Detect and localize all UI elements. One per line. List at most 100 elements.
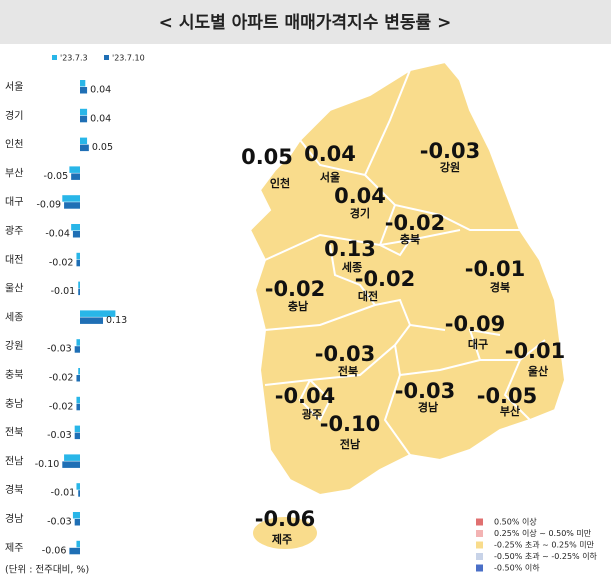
bar — [64, 202, 80, 209]
map-legend-label: -0.50% 이하 — [494, 563, 540, 573]
map-value: -0.02 — [355, 267, 416, 291]
category-label: 전북 — [5, 427, 23, 439]
bar — [80, 108, 88, 116]
map-value: -0.03 — [395, 379, 456, 403]
category-label: 세종 — [5, 311, 23, 323]
bar — [74, 432, 80, 440]
map-value: -0.05 — [477, 384, 538, 408]
category-label: 경남 — [5, 512, 23, 525]
map-region-name: 부산 — [500, 404, 520, 418]
category-label: 제주 — [5, 542, 23, 554]
bar — [69, 166, 80, 173]
map-legend-swatch — [476, 541, 483, 549]
category-label: 강원 — [5, 340, 23, 352]
map-borders — [264, 69, 546, 456]
bar — [78, 368, 80, 375]
value-label: 0.04 — [90, 85, 111, 96]
map-region-name: 충남 — [288, 299, 308, 313]
bar — [76, 540, 80, 548]
map-region-name: 대전 — [358, 289, 378, 303]
bar — [72, 231, 80, 238]
map-region-name: 충북 — [400, 232, 420, 246]
bar — [80, 115, 88, 123]
map-value: -0.10 — [320, 412, 381, 436]
map-value: 0.13 — [324, 237, 376, 261]
legend-label: '23.7.10 — [112, 54, 145, 63]
category-label: 대전 — [5, 254, 23, 266]
map-value: -0.06 — [255, 507, 316, 531]
bar — [71, 173, 80, 180]
category-label: 경북 — [5, 483, 23, 496]
map-legend-label: -0.25% 초과 ~ 0.25% 미만 — [494, 541, 595, 550]
category-label: 대구 — [5, 196, 23, 208]
value-label: -0.05 — [44, 171, 69, 182]
value-label: -0.02 — [49, 401, 74, 412]
value-label: 0.04 — [90, 113, 111, 124]
map-legend-label: -0.50% 초과 ~ -0.25% 이하 — [494, 551, 598, 561]
bar — [71, 224, 80, 231]
title-bar — [0, 0, 611, 44]
bar — [76, 375, 80, 382]
map-value: 0.05 — [241, 145, 293, 169]
bar — [76, 252, 80, 260]
map-legend-label: 0.50% 이상 — [494, 517, 537, 527]
note: (단위 : 전주대비, %) — [5, 564, 89, 576]
map-value: -0.03 — [315, 342, 376, 366]
map-region-name: 인천 — [270, 176, 290, 190]
map-region-name: 강원 — [440, 160, 460, 174]
value-label: 0.13 — [106, 315, 127, 326]
map-region-name: 전남 — [340, 437, 360, 451]
category-label: 경기 — [5, 109, 23, 122]
legend-swatch — [52, 55, 57, 60]
value-label: -0.03 — [47, 430, 72, 441]
value-label: -0.04 — [45, 229, 70, 240]
map-region-name: 경남 — [418, 400, 438, 414]
value-label: -0.01 — [51, 488, 76, 499]
bar — [80, 80, 86, 87]
category-label: 인천 — [5, 139, 23, 151]
map-region-name: 전북 — [338, 364, 358, 378]
category-label: 광주 — [5, 225, 23, 237]
bar — [80, 137, 88, 145]
bar — [80, 87, 88, 94]
category-label: 전남 — [5, 455, 23, 467]
map-region-name: 경북 — [490, 280, 510, 294]
category-label: 부산 — [5, 167, 23, 179]
bar — [80, 317, 104, 324]
map-value: -0.01 — [465, 257, 526, 281]
map-region-name: 세종 — [342, 260, 362, 274]
bar — [64, 454, 80, 461]
bar — [76, 403, 80, 411]
value-label: -0.10 — [35, 459, 60, 470]
map-region-name: 제주 — [272, 532, 292, 546]
map-value: -0.02 — [385, 211, 446, 235]
category-label: 울산 — [5, 283, 23, 295]
map-value: 0.04 — [304, 142, 356, 166]
map-value: -0.09 — [445, 312, 506, 336]
bar — [80, 144, 89, 152]
value-label: -0.01 — [51, 286, 76, 297]
map-value: -0.03 — [420, 139, 481, 163]
value-label: -0.09 — [36, 200, 61, 211]
map-value: 0.04 — [334, 184, 386, 208]
legend-swatch — [104, 55, 109, 60]
category-label: 충남 — [5, 398, 23, 410]
bar — [78, 490, 80, 497]
value-label: -0.03 — [47, 517, 72, 528]
value-label: -0.06 — [42, 545, 67, 556]
map-mainland — [248, 60, 567, 497]
title: < 시도별 아파트 매매가격지수 변동률 > — [159, 13, 452, 33]
map-region-name: 경기 — [350, 206, 370, 220]
bar — [78, 288, 80, 296]
bar — [76, 259, 80, 267]
bar — [80, 310, 116, 317]
category-label: 충북 — [5, 369, 23, 381]
legend-label: '23.7.3 — [60, 54, 88, 63]
map-legend-swatch — [476, 530, 483, 537]
bar — [76, 339, 80, 346]
map-value: -0.01 — [505, 339, 566, 363]
bar — [76, 483, 80, 490]
bar — [78, 281, 80, 289]
bar — [72, 512, 80, 519]
